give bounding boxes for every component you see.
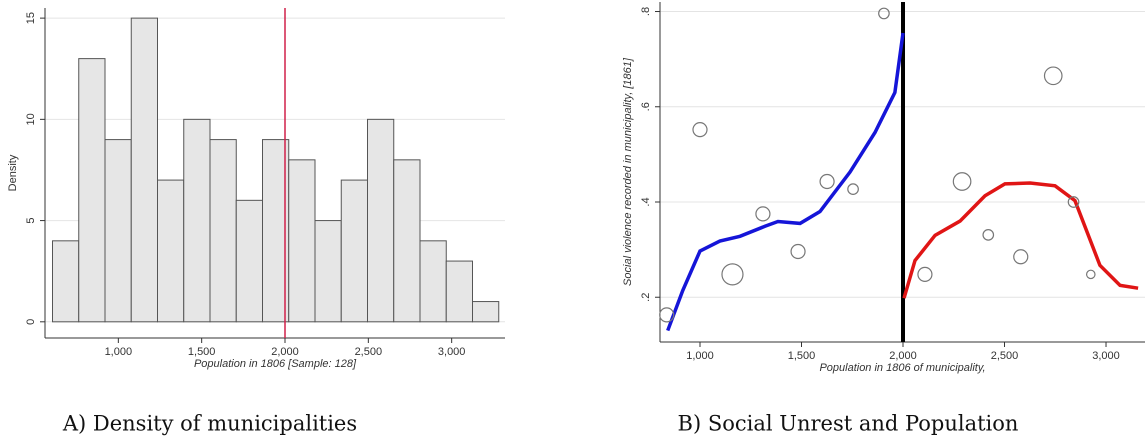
bar (419, 240, 447, 323)
y-axis-label: Social violence recorded in municipality… (622, 57, 634, 286)
caption: B) Social Unrest and Population (678, 412, 1019, 436)
point (917, 266, 933, 282)
y-tick-label: 5 (25, 218, 37, 224)
x-tick-label: 1,000 (686, 350, 714, 362)
point (755, 206, 771, 222)
fit-line (666, 32, 905, 332)
bar (183, 118, 211, 323)
x-tick-label: 3,000 (438, 346, 466, 358)
x-axis-label: Population in 1806 of municipality, (819, 362, 985, 374)
bar (288, 159, 316, 323)
bar (78, 58, 106, 323)
point (721, 263, 744, 286)
x-tick-label: 1,000 (105, 346, 133, 358)
point (790, 243, 806, 260)
x-tick-label: 2,000 (889, 350, 917, 362)
bar (52, 240, 80, 323)
x-tick-label: 2,500 (355, 346, 383, 358)
bar (445, 260, 473, 323)
y-tick-label: .2 (640, 293, 652, 302)
point (1067, 196, 1080, 208)
x-tick-label: 1,500 (188, 346, 216, 358)
point (847, 183, 859, 195)
x-tick-label: 2,000 (271, 346, 299, 358)
bar (340, 179, 368, 323)
caption: A) Density of municipalities (62, 412, 357, 436)
point (659, 307, 675, 323)
bar (314, 220, 342, 323)
point (1013, 249, 1029, 265)
point (982, 229, 995, 241)
y-tick-label: 15 (25, 12, 37, 24)
x-tick-label: 2,500 (991, 350, 1019, 362)
x-tick-label: 3,000 (1092, 350, 1120, 362)
bar (235, 199, 263, 323)
x-tick-label: 1,500 (788, 350, 816, 362)
y-tick-label: 0 (25, 319, 37, 325)
bar (104, 139, 132, 323)
bar (209, 139, 237, 323)
bar (130, 17, 158, 323)
point (692, 122, 708, 138)
bar (472, 301, 500, 323)
point (952, 172, 972, 191)
point (819, 173, 835, 190)
bar (367, 118, 395, 323)
bar (393, 159, 421, 323)
y-tick-label: 10 (25, 113, 37, 125)
x-axis-label: Population in 1806 [Sample: 128] (194, 358, 357, 370)
y-tick-label: .4 (640, 197, 652, 206)
bar (157, 179, 185, 323)
y-tick-label: .8 (640, 7, 652, 16)
fit-line (902, 181, 1139, 299)
point (1085, 269, 1096, 280)
point (1043, 66, 1063, 86)
y-axis-label: Density (7, 154, 19, 191)
y-tick-label: .6 (640, 102, 652, 111)
point (878, 7, 890, 20)
